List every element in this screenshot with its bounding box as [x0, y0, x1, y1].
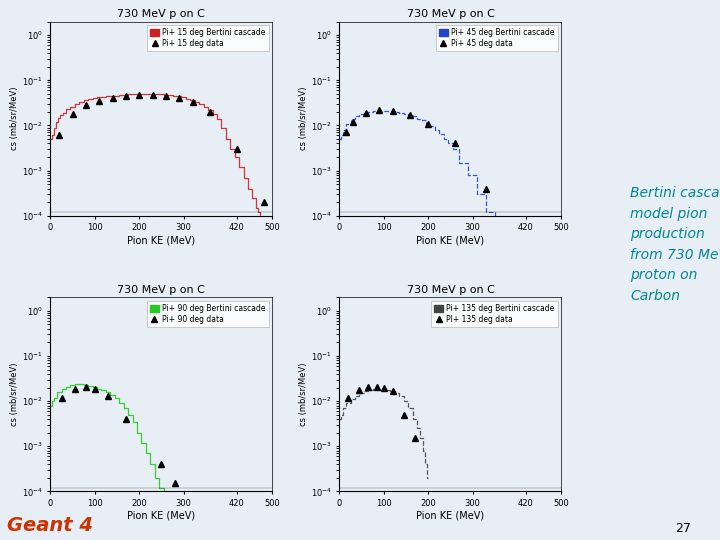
Y-axis label: cs (mb/sr/MeV): cs (mb/sr/MeV) — [299, 87, 308, 151]
Title: 730 MeV p on C: 730 MeV p on C — [407, 9, 495, 19]
Text: Geant 4: Geant 4 — [7, 516, 93, 535]
Title: 730 MeV p on C: 730 MeV p on C — [117, 285, 205, 295]
Text: Bertini cascade
model pion
production
from 730 MeV
proton on
Carbon: Bertini cascade model pion production fr… — [630, 186, 720, 303]
X-axis label: Pion KE (MeV): Pion KE (MeV) — [416, 511, 485, 521]
Text: 27: 27 — [675, 522, 691, 535]
Y-axis label: cs (mb/sr/MeV): cs (mb/sr/MeV) — [10, 362, 19, 426]
Legend: Pi+ 135 deg Bertini cascade, PI+ 135 deg data: Pi+ 135 deg Bertini cascade, PI+ 135 deg… — [431, 301, 558, 327]
Title: 730 MeV p on C: 730 MeV p on C — [117, 9, 205, 19]
X-axis label: Pion KE (MeV): Pion KE (MeV) — [127, 235, 196, 245]
Legend: Pi+ 15 deg Bertini cascade, Pi+ 15 deg data: Pi+ 15 deg Bertini cascade, Pi+ 15 deg d… — [147, 25, 269, 51]
X-axis label: Pion KE (MeV): Pion KE (MeV) — [127, 511, 196, 521]
Y-axis label: cs (mb/sr/MeV): cs (mb/sr/MeV) — [299, 362, 308, 426]
Title: 730 MeV p on C: 730 MeV p on C — [407, 285, 495, 295]
Y-axis label: cs (mb/sr/MeV): cs (mb/sr/MeV) — [10, 87, 19, 151]
Legend: Pi+ 45 deg Bertini cascade, Pi+ 45 deg data: Pi+ 45 deg Bertini cascade, Pi+ 45 deg d… — [436, 25, 558, 51]
Legend: Pi+ 90 deg Bertini cascade, Pi+ 90 deg data: Pi+ 90 deg Bertini cascade, Pi+ 90 deg d… — [147, 301, 269, 327]
X-axis label: Pion KE (MeV): Pion KE (MeV) — [416, 235, 485, 245]
